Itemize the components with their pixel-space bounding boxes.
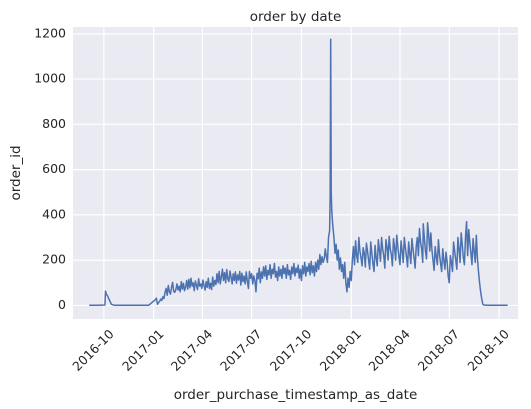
x-axis-label: order_purchase_timestamp_as_date bbox=[174, 387, 418, 403]
series-group bbox=[89, 38, 508, 306]
y-tick-label: 800 bbox=[42, 116, 66, 131]
y-tick-label: 400 bbox=[42, 206, 66, 221]
x-tick-label: 2017-07 bbox=[217, 326, 265, 374]
y-tick-label: 0 bbox=[58, 297, 66, 312]
y-tick-label: 1200 bbox=[34, 25, 66, 40]
y-tick-label: 200 bbox=[42, 252, 66, 267]
x-tick-label: 2018-07 bbox=[415, 326, 463, 374]
y-tick-label: 1000 bbox=[34, 71, 66, 86]
x-tick-label: 2017-01 bbox=[119, 326, 167, 374]
x-tick-label: 2017-04 bbox=[168, 326, 216, 374]
x-tick-label: 2017-10 bbox=[267, 326, 315, 374]
x-tick-label: 2018-10 bbox=[464, 326, 512, 374]
x-tick-label: 2016-10 bbox=[69, 326, 117, 374]
series-line bbox=[89, 38, 508, 306]
chart-title: order by date bbox=[250, 9, 342, 25]
x-axis-ticks: 2016-10 2017-01 2017-04 2017-07 2017-10 2018-… bbox=[69, 326, 512, 374]
x-tick-label: 2018-01 bbox=[317, 326, 365, 374]
y-tick-label: 600 bbox=[42, 161, 66, 176]
y-axis-label: order_id bbox=[8, 145, 24, 200]
y-axis-ticks: 0 200 400 600 800 1000 1200 bbox=[34, 25, 66, 312]
x-tick-label: 2018-04 bbox=[365, 326, 413, 374]
